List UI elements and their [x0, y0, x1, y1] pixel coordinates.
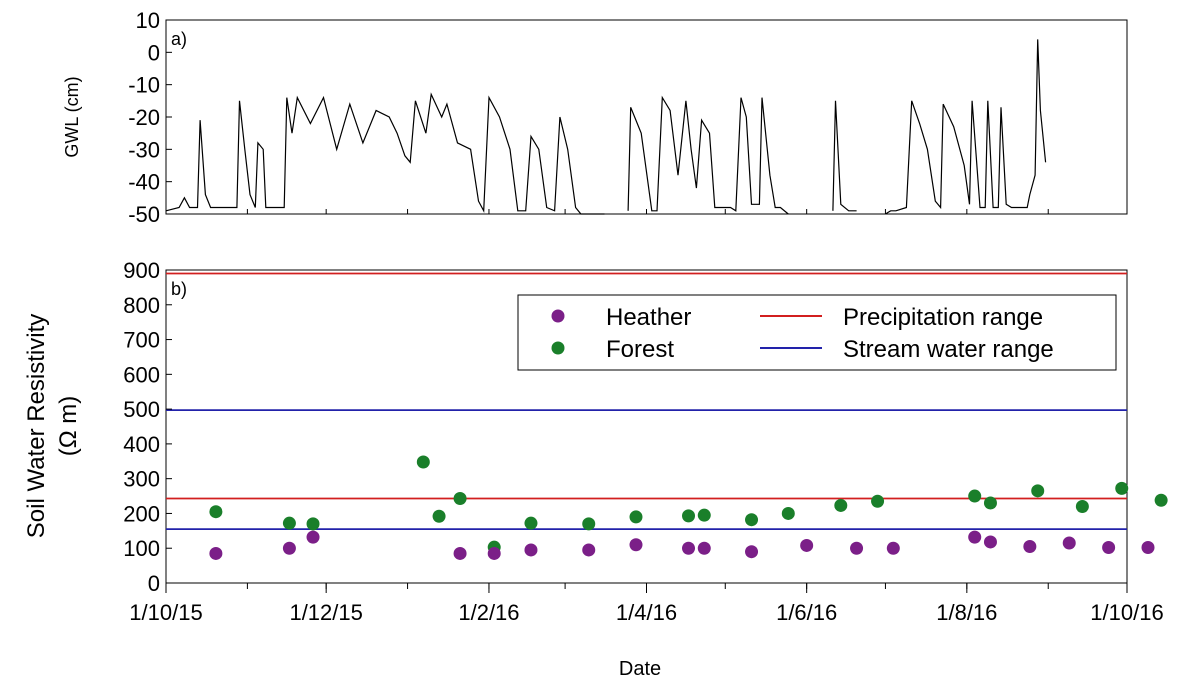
heather-point: [682, 541, 696, 555]
legend-stream-label: Stream water range: [843, 336, 1054, 363]
legend: Heather Forest Precipitation range Strea…: [517, 294, 1117, 371]
heather-point: [886, 541, 900, 555]
gwl-y-tick-label: 10: [136, 8, 160, 33]
forest-point: [1031, 484, 1045, 498]
resistivity-y-tick-label: 100: [123, 536, 160, 561]
gwl-line-segment: [165, 92, 605, 215]
gwl-line-segment: [627, 95, 789, 215]
forest-point: [697, 508, 711, 522]
resistivity-panel-label: b): [171, 279, 187, 299]
forest-point: [306, 517, 320, 531]
forest-point: [209, 505, 223, 519]
forest-point: [629, 510, 643, 524]
heather-point: [745, 545, 759, 559]
heather-point: [306, 530, 320, 544]
legend-precipitation-label: Precipitation range: [843, 304, 1043, 331]
legend-box: [517, 294, 1117, 371]
forest-point: [871, 494, 885, 508]
forest-point: [834, 498, 848, 512]
forest-point: [983, 496, 997, 510]
resistivity-y-tick-label: 900: [123, 258, 160, 283]
date-x-tick-label: 1/12/15: [289, 600, 362, 625]
heather-point: [1141, 541, 1155, 555]
forest-point: [582, 517, 596, 531]
forest-point: [416, 455, 430, 469]
heather-point: [487, 546, 501, 560]
gwl-y-axis: 10 0 -10 -20 -30 -40 -50: [128, 8, 172, 227]
gwl-plot-frame: [165, 19, 1128, 215]
heather-point: [1102, 541, 1116, 555]
heather-point: [282, 541, 296, 555]
legend-heather-label: Heather: [606, 304, 691, 331]
resistivity-points: [209, 455, 1168, 560]
heather-point: [209, 546, 223, 560]
heather-point: [983, 535, 997, 549]
gwl-y-tick-label: -10: [128, 73, 160, 98]
resistivity-y-axis-title: Soil Water Resistivity: [23, 314, 50, 538]
resistivity-y-tick-label: 500: [123, 397, 160, 422]
legend-heather-marker: [551, 309, 565, 323]
gwl-y-axis-title: GWL (cm): [62, 76, 82, 157]
legend-forest-marker: [551, 341, 565, 355]
forest-point: [781, 506, 795, 520]
gwl-line-segment: [885, 39, 1047, 215]
resistivity-panel: 0 100 200 300 400 500 600 700 800 900 1/10/15 1/12…: [23, 258, 1168, 680]
date-x-tick-label: 1/10/15: [129, 600, 202, 625]
forest-point: [1075, 499, 1089, 513]
forest-point: [282, 516, 296, 530]
date-x-axis: 1/10/15 1/12/15 1/2/16 1/4/16 1/6/16 1/8/16 1/…: [129, 583, 1164, 625]
gwl-y-tick-label: -20: [128, 105, 160, 130]
range-lines: [166, 272, 1127, 530]
resistivity-y-tick-label: 0: [148, 571, 160, 596]
resistivity-y-tick-label: 400: [123, 432, 160, 457]
date-x-tick-label: 1/10/16: [1090, 600, 1163, 625]
resistivity-y-axis: 0 100 200 300 400 500 600 700 800 900: [123, 258, 172, 596]
heather-point: [800, 538, 814, 552]
date-x-tick-label: 1/8/16: [936, 600, 997, 625]
forest-point: [682, 509, 696, 523]
resistivity-y-axis-unit: (Ω m): [55, 396, 82, 457]
heather-point: [453, 546, 467, 560]
gwl-panel: a) 10 0 -10 -20 -30 -40 -50 GWL (cm): [62, 8, 1128, 227]
heather-point: [968, 530, 982, 544]
heather-point: [697, 541, 711, 555]
heather-point: [582, 543, 596, 557]
forest-point: [968, 489, 982, 503]
forest-point: [745, 513, 759, 527]
heather-point: [1023, 539, 1037, 553]
gwl-panel-label: a): [171, 29, 187, 49]
forest-point: [1154, 493, 1168, 507]
heather-point: [524, 543, 538, 557]
date-x-tick-label: 1/6/16: [776, 600, 837, 625]
date-x-tick-label: 1/4/16: [616, 600, 677, 625]
gwl-y-tick-label: -30: [128, 137, 160, 162]
resistivity-y-tick-label: 300: [123, 467, 160, 492]
forest-point: [453, 491, 467, 505]
heather-point: [1062, 536, 1076, 550]
forest-point: [524, 516, 538, 530]
gwl-series: [165, 39, 1047, 215]
resistivity-y-tick-label: 200: [123, 501, 160, 526]
forest-point: [1115, 481, 1129, 495]
gwl-y-tick-label: 0: [148, 40, 160, 65]
legend-forest-label: Forest: [606, 336, 674, 363]
x-axis-title: Date: [619, 658, 661, 680]
heather-point: [850, 541, 864, 555]
resistivity-y-tick-label: 700: [123, 328, 160, 353]
date-x-tick-label: 1/2/16: [458, 600, 519, 625]
gwl-y-tick-label: -50: [128, 202, 160, 227]
resistivity-y-tick-label: 800: [123, 293, 160, 318]
heather-point: [629, 538, 643, 552]
gwl-x-ticks: [165, 209, 1128, 214]
forest-point: [432, 509, 446, 523]
gwl-line-segment: [832, 100, 857, 212]
gwl-y-tick-label: -40: [128, 170, 160, 195]
resistivity-y-tick-label: 600: [123, 362, 160, 387]
